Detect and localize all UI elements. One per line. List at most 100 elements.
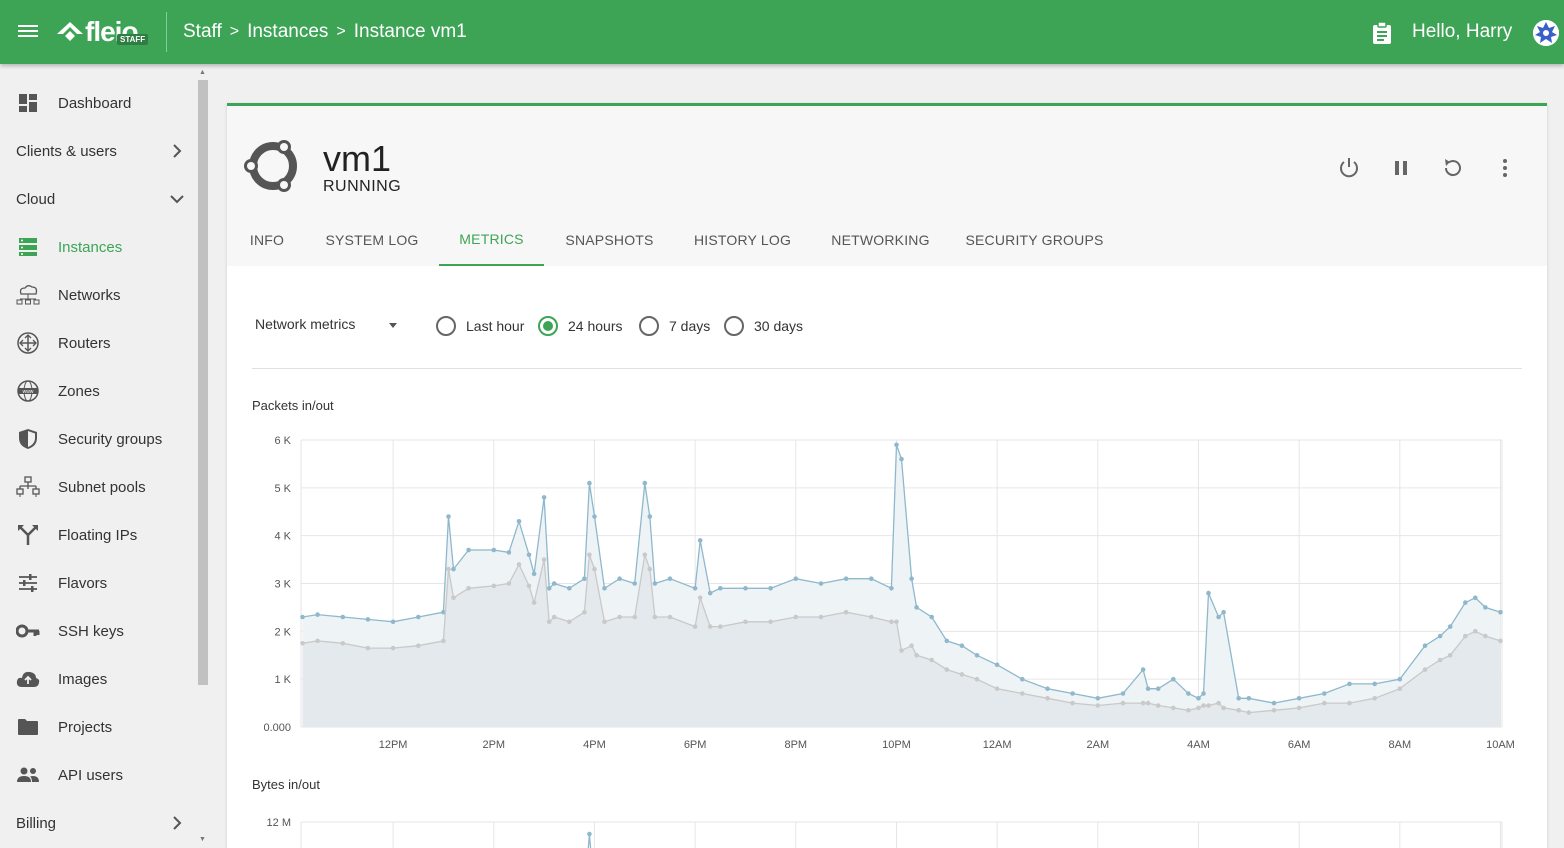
x-tick-label: 12PM: [379, 739, 408, 751]
x-tick-label: 6PM: [684, 739, 707, 751]
breadcrumb-instances[interactable]: Instances: [247, 21, 329, 42]
sidebar-item-projects[interactable]: Projects: [0, 703, 196, 751]
chart-title-packets: Packets in/out: [252, 398, 334, 413]
data-point: [466, 547, 471, 553]
sitemap-icon: [16, 475, 40, 499]
sidebar-item-networks[interactable]: Networks: [0, 271, 196, 319]
sidebar-item-label: SSH keys: [58, 622, 124, 640]
data-point: [768, 619, 773, 625]
tab-system-log[interactable]: SYSTEM LOG: [325, 232, 419, 248]
sidebar-item-label: Routers: [58, 334, 111, 352]
fleio-logo[interactable]: fleio STAFF: [55, 16, 155, 48]
scroll-up-arrow-icon[interactable]: ▲: [199, 69, 206, 76]
sidebar-item-routers[interactable]: Routers: [0, 319, 196, 367]
data-point: [526, 583, 532, 589]
breadcrumb-staff[interactable]: Staff: [183, 21, 222, 42]
y-tick-label: 3 K: [274, 579, 291, 591]
data-point: [929, 657, 934, 663]
sidebar: Dashboard Clients & users Cloud Instance…: [0, 64, 210, 848]
data-point: [1120, 691, 1126, 696]
sidebar-item-dashboard[interactable]: Dashboard: [0, 79, 196, 127]
data-point: [899, 648, 904, 653]
sidebar-item-security-groups[interactable]: Security groups: [0, 415, 196, 463]
y-tick-label: 4 K: [274, 531, 291, 543]
sidebar-item-label: Flavors: [58, 574, 108, 592]
tab-snapshots[interactable]: SNAPSHOTS: [565, 232, 654, 248]
data-point: [1216, 700, 1221, 706]
data-point: [1171, 705, 1176, 711]
avatar[interactable]: [1533, 20, 1559, 46]
data-point: [1463, 600, 1468, 605]
data-point: [441, 638, 446, 644]
sidebar-item-images[interactable]: Images: [0, 655, 196, 703]
www-globe-icon: www: [16, 379, 40, 403]
data-point: [1422, 667, 1428, 672]
sidebar-group-billing[interactable]: Billing: [0, 799, 196, 847]
range-30-days-radio[interactable]: 30 days: [724, 314, 803, 338]
sidebar-item-api-users[interactable]: API users: [0, 751, 196, 799]
hamburger-menu-icon[interactable]: [18, 22, 38, 42]
radio-label: 30 days: [754, 318, 804, 334]
data-point: [1171, 676, 1176, 682]
sidebar-group-clients-users[interactable]: Clients & users: [0, 127, 196, 175]
data-point: [994, 686, 1000, 691]
data-point: [632, 581, 637, 586]
data-point: [818, 614, 824, 620]
y-tick-label: 1 K: [274, 674, 291, 686]
scroll-down-arrow-icon[interactable]: ▼: [199, 836, 206, 843]
range-24-hours-radio[interactable]: 24 hours: [538, 314, 622, 338]
tab-metrics[interactable]: METRICS: [439, 214, 544, 266]
data-point: [587, 480, 592, 486]
data-point: [944, 667, 950, 672]
data-point: [1271, 700, 1277, 706]
data-point: [743, 619, 748, 625]
data-point: [1206, 703, 1211, 708]
range-last-hour-radio[interactable]: Last hour: [436, 314, 524, 338]
sidebar-item-floating-ips[interactable]: Floating IPs: [0, 511, 196, 559]
sidebar-scrollbar[interactable]: [198, 80, 208, 685]
data-point: [818, 581, 824, 586]
sidebar-item-label: Cloud: [16, 190, 56, 208]
data-point: [697, 538, 703, 543]
sidebar-item-zones[interactable]: www Zones: [0, 367, 196, 415]
data-point: [889, 619, 894, 625]
tab-networking[interactable]: NETWORKING: [831, 232, 930, 248]
fork-icon: [16, 523, 40, 547]
router-icon: [16, 331, 40, 355]
data-point: [451, 595, 456, 601]
sidebar-item-ssh-keys[interactable]: SSH keys: [0, 607, 196, 655]
more-vert-icon[interactable]: [1493, 156, 1517, 180]
data-point: [1221, 609, 1226, 615]
data-point: [516, 562, 522, 567]
tab-info[interactable]: INFO: [249, 232, 285, 248]
data-point: [914, 653, 919, 658]
power-icon[interactable]: [1337, 156, 1361, 180]
data-point: [843, 576, 849, 581]
tab-security-groups[interactable]: SECURITY GROUPS: [965, 232, 1104, 248]
sidebar-group-cloud[interactable]: Cloud: [0, 175, 196, 223]
data-point: [416, 643, 421, 648]
data-point: [1186, 708, 1191, 713]
data-point: [1473, 629, 1478, 634]
data-point: [491, 547, 497, 553]
breadcrumb-instance-vm1: Instance vm1: [353, 21, 467, 42]
x-tick-label: 10AM: [1486, 739, 1515, 751]
data-point: [300, 641, 305, 646]
data-point: [617, 614, 622, 620]
metric-type-select[interactable]: Network metrics: [255, 316, 405, 340]
server-icon: [16, 235, 40, 259]
data-point: [551, 581, 557, 586]
sidebar-item-subnet-pools[interactable]: Subnet pools: [0, 463, 196, 511]
refresh-icon[interactable]: [1441, 156, 1465, 180]
tab-history-log[interactable]: HISTORY LOG: [693, 232, 792, 248]
clipboard-icon[interactable]: [1372, 22, 1392, 44]
shield-icon: [16, 427, 40, 451]
range-7-days-radio[interactable]: 7 days: [639, 314, 710, 338]
radio-label: 24 hours: [568, 318, 623, 334]
sidebar-item-flavors[interactable]: Flavors: [0, 559, 196, 607]
sidebar-item-instances[interactable]: Instances: [0, 223, 196, 271]
user-greeting[interactable]: Hello, Harry: [1412, 21, 1513, 42]
pause-icon[interactable]: [1389, 156, 1413, 180]
data-point: [300, 614, 305, 620]
data-point: [1322, 700, 1327, 706]
